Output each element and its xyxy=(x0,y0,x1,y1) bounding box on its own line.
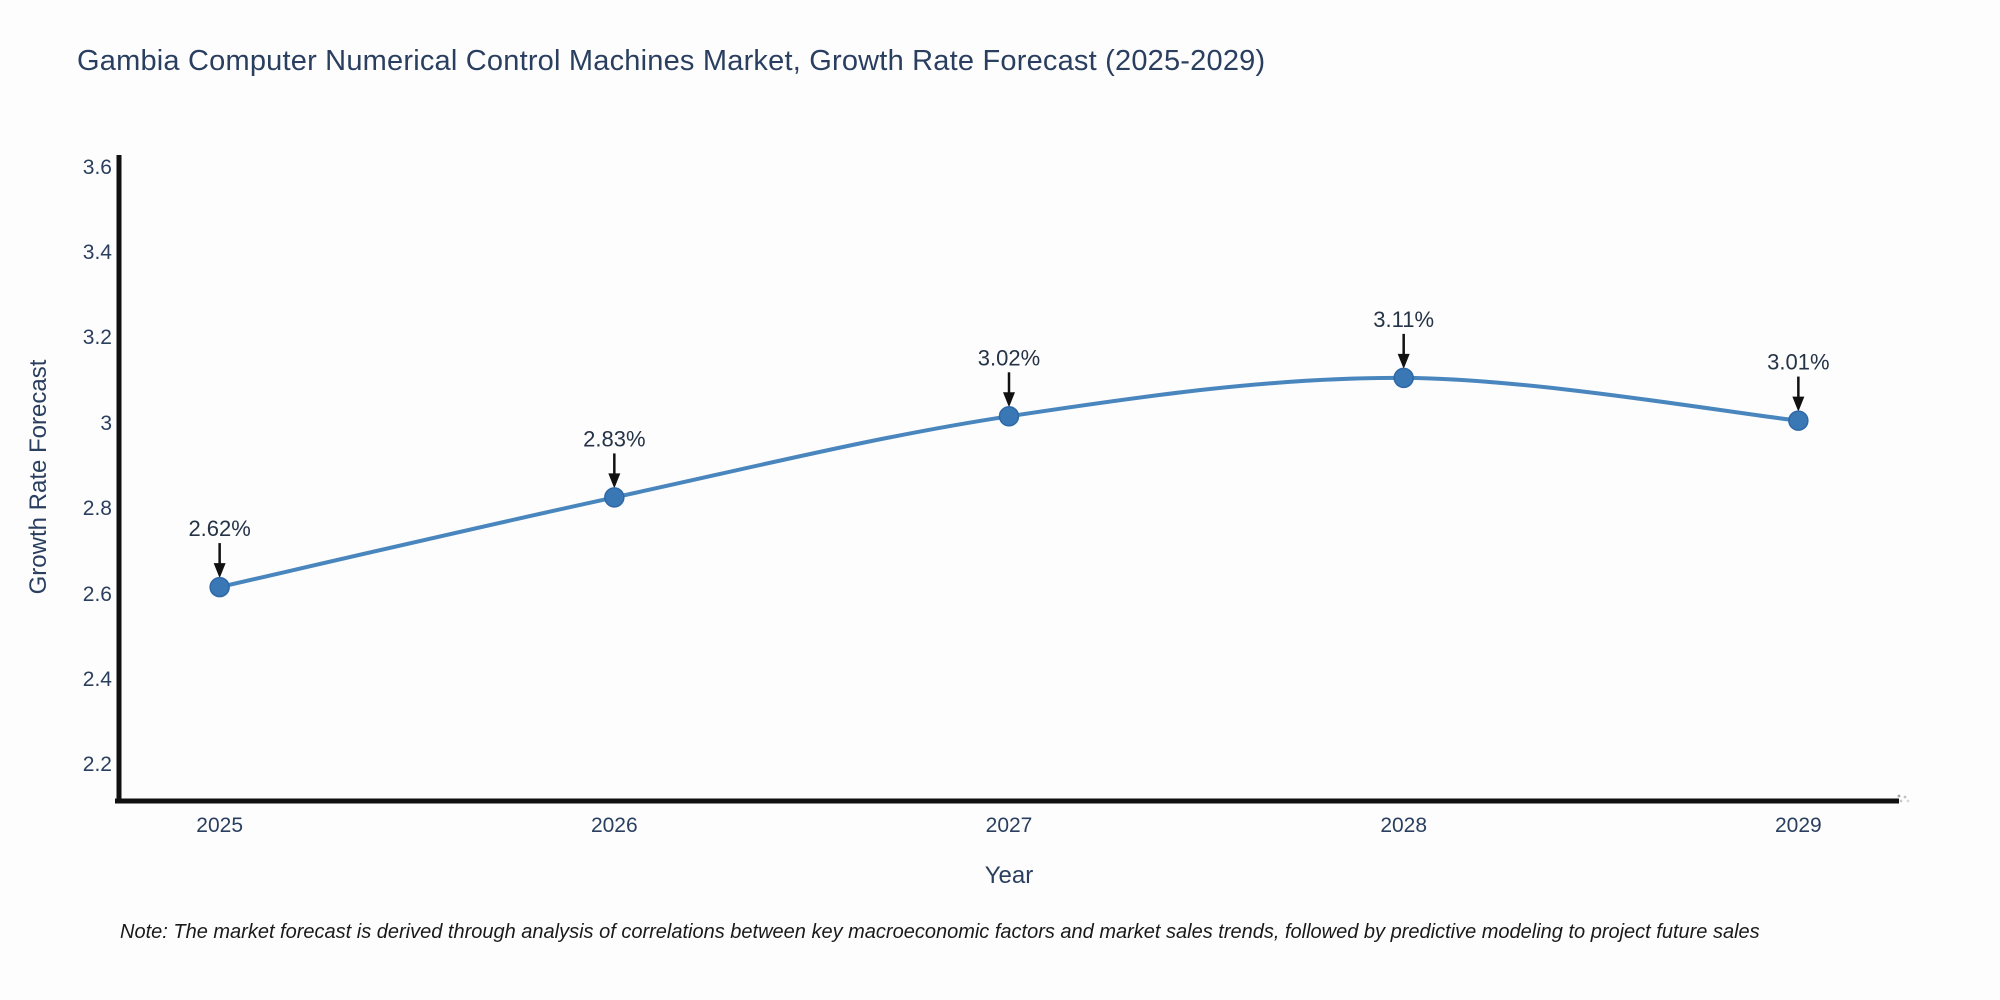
annotation-arrow-head xyxy=(608,473,621,489)
data-point-marker[interactable] xyxy=(604,487,625,508)
point-annotation: 3.01% xyxy=(1767,350,1829,375)
x-tick-label: 2027 xyxy=(985,814,1033,837)
footnote: Note: The market forecast is derived thr… xyxy=(120,921,1760,943)
axis-end-artifact xyxy=(1896,794,1912,804)
data-point-marker[interactable] xyxy=(1788,410,1809,431)
annotation-arrow-head xyxy=(1003,392,1015,408)
point-annotation: 2.83% xyxy=(583,426,645,451)
annotation-arrow-head xyxy=(1397,353,1410,369)
x-axis-title: Year xyxy=(984,862,1034,889)
y-tick-label: 3.2 xyxy=(82,326,112,350)
y-tick-label: 2.8 xyxy=(82,497,112,521)
point-annotation: 3.11% xyxy=(1373,307,1434,332)
y-tick-label: 3.6 xyxy=(82,155,112,179)
y-tick-label: 2.6 xyxy=(82,582,112,606)
y-tick-label: 3 xyxy=(100,411,112,435)
annotation-arrow-head xyxy=(1792,396,1805,412)
x-tick-label: 2026 xyxy=(590,814,638,837)
x-tick-label: 2028 xyxy=(1380,814,1428,837)
data-point-marker[interactable] xyxy=(998,406,1020,427)
data-point-marker[interactable] xyxy=(1393,367,1414,389)
point-annotation: 2.62% xyxy=(188,516,250,541)
annotation-arrow-head xyxy=(213,563,226,579)
chart-title: Gambia Computer Numerical Control Machin… xyxy=(77,45,1266,77)
x-tick-label: 2029 xyxy=(1774,814,1822,837)
y-tick-label: 3.4 xyxy=(82,241,112,265)
y-tick-label: 2.4 xyxy=(82,668,112,692)
data-point-marker[interactable] xyxy=(209,576,230,598)
x-tick-label: 2025 xyxy=(196,814,243,837)
point-annotation: 3.02% xyxy=(978,345,1040,370)
y-tick-label: 2.2 xyxy=(82,753,112,777)
